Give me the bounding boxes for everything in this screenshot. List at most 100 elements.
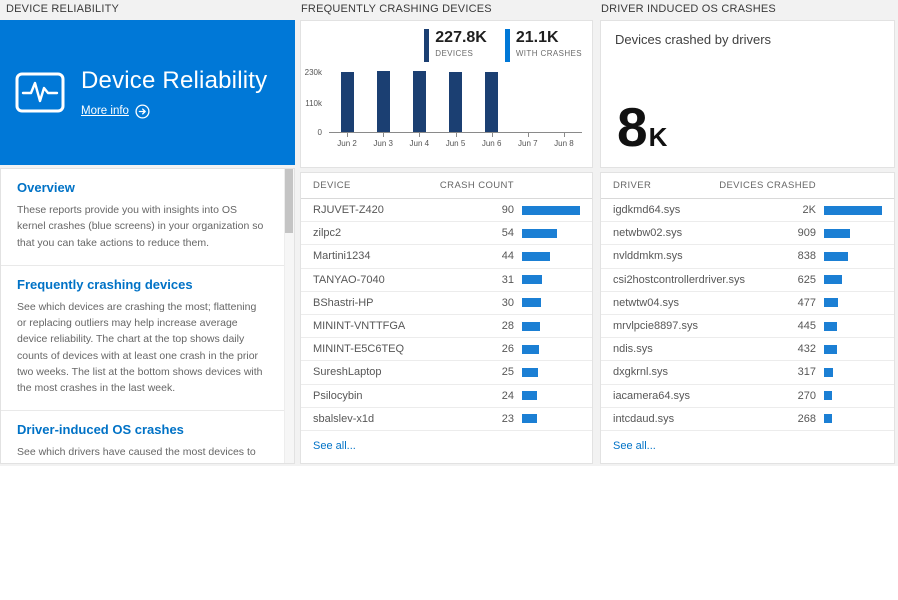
- row-bar: [522, 228, 580, 238]
- table-row[interactable]: igdkmd64.sys 2K: [601, 199, 894, 223]
- row-bar-fill: [824, 321, 837, 331]
- x-axis-label: Jun 5: [445, 139, 466, 148]
- row-bar: [522, 367, 580, 377]
- row-bar-fill: [522, 251, 551, 261]
- table-row[interactable]: zilpc2 54: [301, 222, 592, 246]
- row-name: MININT-VNTTFGA: [313, 320, 406, 333]
- x-axis-tick: [347, 133, 349, 137]
- row-name: ndis.sys: [613, 343, 653, 356]
- table-row[interactable]: sbalslev-x1d 23: [301, 408, 592, 431]
- stat-color-bar: [424, 29, 430, 62]
- row-value: 24: [501, 389, 514, 402]
- more-info-link[interactable]: More info: [81, 103, 267, 119]
- table-row[interactable]: dxgkrnl.sys 317: [601, 361, 894, 385]
- table-row[interactable]: BShastri-HP 30: [301, 292, 592, 315]
- stat-devices: 227.8K DEVICES: [424, 29, 487, 62]
- row-bar: [522, 205, 580, 215]
- row-bar: [522, 391, 580, 401]
- row-bar-fill: [824, 251, 849, 261]
- row-name: dxgkrnl.sys: [613, 366, 669, 379]
- devices-table-panel: DEVICE CRASH COUNT RJUVET-Z420 90 zilpc2 54…: [300, 172, 593, 464]
- overview-scrollbar[interactable]: [284, 169, 294, 463]
- row-value: 317: [797, 366, 816, 379]
- drivers-table-body: igdkmd64.sys 2K netwbw02.sys 909 nvlddmkm.sy…: [601, 199, 894, 431]
- summary-title: Devices crashed by drivers: [615, 32, 772, 47]
- x-axis-tick: [527, 133, 529, 137]
- x-axis-tick: [563, 133, 565, 137]
- chart-bar[interactable]: [340, 71, 354, 132]
- column-header-driver-induced: DRIVER INDUCED OS CRASHES: [601, 3, 776, 15]
- row-bar-fill: [824, 367, 834, 377]
- row-bar-fill: [522, 275, 542, 285]
- table-row[interactable]: nvlddmkm.sys 838: [601, 245, 894, 269]
- row-bar: [522, 414, 580, 424]
- row-bar-fill: [522, 367, 539, 377]
- row-bar: [824, 251, 882, 261]
- table-row[interactable]: TANYAO-7040 31: [301, 269, 592, 292]
- table-row[interactable]: iacamera64.sys 270: [601, 385, 894, 408]
- devices-see-all-link[interactable]: See all...: [313, 439, 356, 452]
- stat-with-crashes-value: 21.1K: [515, 29, 559, 46]
- table-row[interactable]: MININT-E5C6TEQ 26: [301, 338, 592, 362]
- drivers-table-header: DRIVER DEVICES CRASHED: [601, 173, 894, 199]
- row-bar: [522, 321, 580, 331]
- table-row[interactable]: ndis.sys 432: [601, 338, 894, 362]
- row-name: Psilocybin: [313, 389, 363, 402]
- table-row[interactable]: RJUVET-Z420 90: [301, 199, 592, 223]
- table-row[interactable]: netwbw02.sys 909: [601, 222, 894, 246]
- chart-bar[interactable]: [376, 71, 390, 132]
- table-row[interactable]: mrvlpcie8897.sys 445: [601, 315, 894, 339]
- row-bar-fill: [522, 205, 580, 215]
- row-name: BShastri-HP: [313, 296, 374, 309]
- x-axis-label: Jun 6: [481, 139, 502, 148]
- table-row[interactable]: csi2hostcontrollerdriver.sys 625: [601, 269, 894, 292]
- table-row[interactable]: MININT-VNTTFGA 28: [301, 315, 592, 339]
- chart-bar[interactable]: [449, 71, 462, 132]
- row-bar-fill: [522, 321, 541, 331]
- row-name: zilpc2: [313, 227, 342, 240]
- row-value: 25: [501, 366, 514, 379]
- crashing-devices-chart-panel[interactable]: 227.8K DEVICES 21.1K WITH CRASHES 230k 11…: [300, 20, 593, 168]
- table-row[interactable]: SureshLaptop 25: [301, 361, 592, 385]
- x-axis-tick: [383, 133, 385, 137]
- row-bar: [522, 275, 580, 285]
- row-bar-fill: [522, 414, 537, 424]
- devices-header-crash-count: CRASH COUNT: [439, 180, 514, 191]
- table-row[interactable]: Martini1234 44: [301, 245, 592, 269]
- scrollbar-thumb[interactable]: [285, 169, 293, 233]
- drivers-see-all-link[interactable]: See all...: [613, 439, 656, 452]
- row-name: intcdaud.sys: [613, 412, 675, 425]
- row-value: 838: [797, 250, 816, 263]
- row-bar: [824, 298, 882, 308]
- y-axis-label: 110k: [305, 99, 322, 109]
- crash-chart-plot: [329, 69, 582, 137]
- row-value: 31: [501, 273, 514, 286]
- row-value: 445: [797, 320, 816, 333]
- tile-title: Device Reliability: [81, 66, 268, 94]
- row-name: iacamera64.sys: [613, 389, 691, 402]
- chart-bar[interactable]: [412, 71, 426, 132]
- row-bar-fill: [824, 344, 837, 354]
- drivers-summary-panel[interactable]: Devices crashed by drivers 8 K: [600, 20, 895, 168]
- devices-table-header: DEVICE CRASH COUNT: [301, 173, 592, 199]
- device-reliability-tile[interactable]: Device Reliability More info: [0, 20, 295, 165]
- row-value: 268: [797, 412, 816, 425]
- table-row[interactable]: netwtw04.sys 477: [601, 292, 894, 315]
- table-row[interactable]: Psilocybin 24: [301, 385, 592, 408]
- row-value: 909: [797, 227, 816, 240]
- crash-chart-yaxis: 230k 110k 0: [301, 68, 326, 137]
- chart-bar[interactable]: [485, 71, 499, 132]
- x-axis-tick: [491, 133, 493, 137]
- row-value: 90: [501, 204, 514, 217]
- row-bar-fill: [522, 391, 538, 401]
- row-bar-fill: [522, 344, 539, 354]
- drivers-header-devices-crashed: DEVICES CRASHED: [719, 180, 816, 191]
- row-value: 477: [797, 296, 816, 309]
- table-row[interactable]: intcdaud.sys 268: [601, 408, 894, 431]
- row-value: 30: [501, 296, 514, 309]
- info-section: Frequently crashing devices See which dev…: [1, 264, 284, 411]
- info-section: Driver-induced OS crashes See which drive…: [1, 410, 284, 463]
- section-body: See which devices are crashing the most;…: [17, 300, 263, 395]
- overview-panel: Overview These reports provide you with i…: [0, 168, 295, 464]
